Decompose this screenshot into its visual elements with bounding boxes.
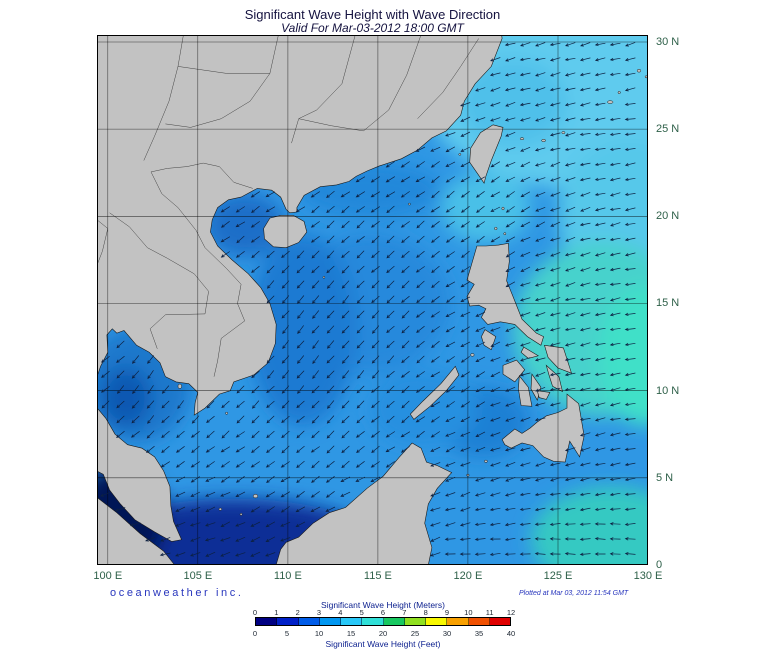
meters-tick: 2	[295, 608, 300, 617]
map-svg	[97, 35, 648, 565]
country-borders	[97, 35, 479, 377]
wave-direction-arrows	[100, 42, 636, 557]
small-island	[239, 513, 243, 516]
colorbar-segment	[447, 618, 469, 625]
small-island	[644, 75, 648, 79]
meters-tick: 11	[485, 608, 494, 617]
small-island	[484, 459, 488, 463]
colorbar-segment	[489, 618, 510, 625]
colorbar-segment	[277, 618, 299, 625]
lon-tick-label: 105 E	[183, 570, 213, 582]
lon-tick-label: 115 E	[363, 570, 392, 582]
meters-tick: 4	[338, 608, 343, 617]
lat-tick-label: 25 N	[656, 123, 680, 136]
colorbar-segment	[319, 618, 341, 625]
chart-title: Significant Wave Height with Wave Direct…	[244, 7, 501, 22]
small-island	[218, 507, 222, 511]
colorbar-segment	[426, 618, 448, 625]
lat-tick-label: 15 N	[656, 297, 680, 310]
lat-tick-label: 10 N	[656, 384, 680, 397]
map-border	[97, 35, 648, 565]
colorbar-segment	[362, 618, 384, 625]
lat-tick-label: 5 N	[656, 471, 674, 484]
lat-tick-label: 0	[656, 559, 663, 571]
colorbar-segment	[404, 618, 426, 625]
colorbar-segment	[341, 618, 363, 625]
small-island	[503, 232, 507, 236]
legend-colorbar	[255, 617, 511, 626]
map-area	[97, 35, 648, 565]
small-island	[636, 68, 642, 73]
feet-tick: 40	[506, 629, 516, 638]
legend-meters-ticks: 0 1 2 3 4 5 6 7 8 9 10 11 12	[252, 608, 515, 617]
meters-tick: 0	[252, 608, 258, 617]
small-island	[607, 100, 614, 104]
small-island	[561, 131, 566, 134]
legend-feet-label: Significant Wave Height (Feet)	[325, 639, 441, 649]
legend-meters-label: Significant Wave Height (Meters)	[321, 600, 445, 610]
oceanweather-logo: oceanweather inc.	[110, 587, 244, 599]
colorbar-segment	[298, 618, 320, 625]
small-island	[177, 383, 182, 389]
meters-tick: 7	[402, 608, 407, 617]
colorbar-segment	[468, 618, 490, 625]
lat-tick-label: 20 N	[656, 210, 680, 223]
meters-tick: 3	[316, 608, 322, 617]
feet-tick: 10	[314, 629, 324, 638]
meters-tick: 10	[464, 608, 473, 617]
feet-tick: 20	[378, 629, 388, 638]
feet-tick: 15	[346, 629, 356, 638]
meters-tick: 9	[444, 608, 450, 617]
meters-tick: 12	[506, 608, 516, 617]
feet-tick: 25	[410, 629, 420, 638]
meters-tick: 6	[380, 608, 386, 617]
lon-tick-label: 130 E	[633, 570, 663, 582]
small-island	[519, 137, 525, 141]
feet-tick: 0	[252, 629, 258, 638]
small-island	[541, 139, 546, 142]
lon-tick-label: 100 E	[93, 570, 123, 582]
grid-layer	[97, 35, 648, 565]
small-island	[470, 353, 475, 357]
small-island	[458, 153, 462, 156]
lon-tick-label: 125 E	[543, 570, 573, 582]
feet-tick: 5	[284, 629, 290, 638]
feet-tick: 35	[474, 629, 484, 638]
meters-tick: 8	[423, 608, 428, 617]
small-island	[494, 226, 498, 231]
small-island	[225, 411, 228, 415]
land-layer	[97, 35, 648, 565]
feet-tick: 30	[442, 629, 452, 638]
lat-tick-label: 30 N	[656, 35, 680, 48]
small-island	[322, 276, 326, 279]
meters-tick: 5	[359, 608, 364, 617]
small-island	[253, 494, 258, 499]
small-island	[408, 202, 411, 206]
small-island	[617, 91, 621, 94]
meters-tick: 1	[274, 608, 279, 617]
plotted-timestamp: Plotted at Mar 03, 2012 11:54 GMT	[519, 590, 629, 597]
colorbar-segment	[256, 618, 278, 625]
colorbar-segment	[383, 618, 405, 625]
lon-tick-label: 120 E	[453, 570, 483, 582]
chart-subtitle: Valid For Mar-03-2012 18:00 GMT	[281, 21, 464, 35]
small-island	[501, 206, 505, 211]
lon-tick-label: 110 E	[273, 570, 302, 582]
legend-feet-ticks: 0 5 10 15 20 25 30 35 40	[252, 629, 515, 638]
